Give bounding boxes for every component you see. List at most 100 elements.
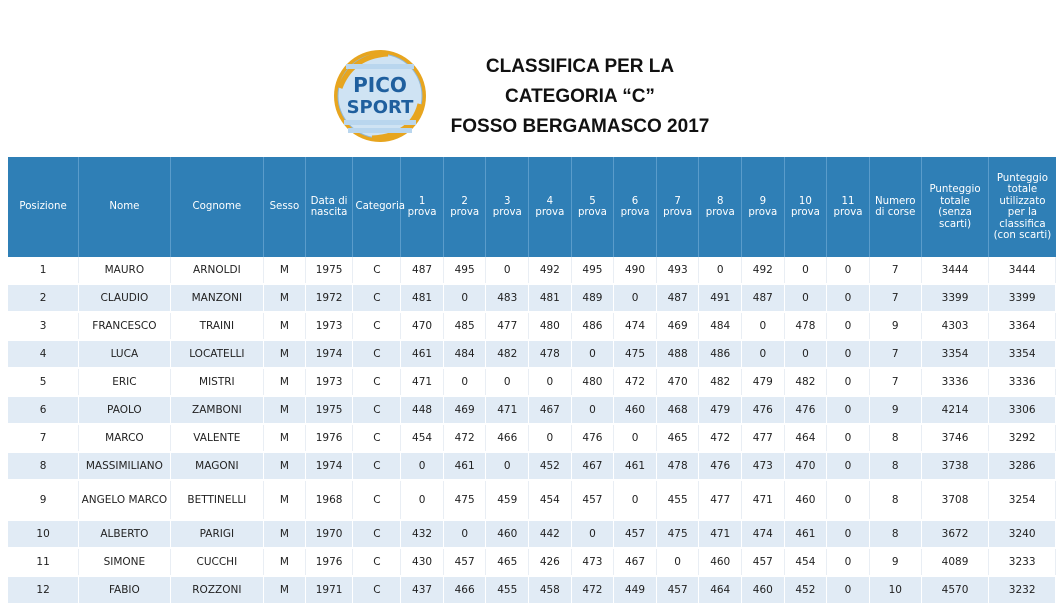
table-cell: 492 (528, 257, 572, 285)
table-cell: 473 (571, 548, 615, 577)
table-cell: 7 (869, 284, 922, 313)
table-cell: M (263, 548, 306, 577)
table-cell: 3292 (988, 424, 1056, 453)
table-cell: 432 (400, 520, 444, 549)
table-cell: 1976 (305, 424, 354, 453)
column-header: Categoria (352, 157, 405, 257)
table-cell: 7 (869, 257, 922, 285)
table-cell: 486 (698, 340, 743, 369)
table-cell: 0 (826, 340, 870, 369)
table-cell: 492 (741, 257, 785, 285)
table-cell: C (352, 284, 402, 313)
column-header: Cognome (170, 157, 265, 257)
table-row: 2 CLAUDIO MANZONI M 1972 C 481 0 483 481 489 0 487 49… (8, 284, 1056, 313)
table-cell: C (352, 480, 402, 521)
table-cell: 467 (571, 452, 615, 481)
table-cell: 0 (485, 452, 530, 481)
table-cell: 11 (8, 548, 80, 577)
table-cell: ERIC (78, 368, 171, 397)
table-cell: 0 (528, 368, 572, 397)
table-cell: 460 (741, 576, 785, 605)
table-cell: FRANCESCO (78, 312, 171, 341)
table-cell: 4570 (921, 576, 990, 605)
table-cell: C (352, 424, 402, 453)
table-row: 7 MARCO VALENTE M 1976 C 454 472 466 0 476 0 465 472 4… (8, 424, 1056, 453)
table-cell: 437 (400, 576, 444, 605)
table-cell: 0 (485, 368, 530, 397)
table-cell: 0 (698, 257, 743, 285)
table-cell: 452 (528, 452, 572, 481)
table-cell: 1975 (305, 257, 354, 285)
table-cell: 470 (784, 452, 828, 481)
table-cell: MAGONI (170, 452, 265, 481)
table-cell: 1973 (305, 312, 354, 341)
table-cell: 466 (485, 424, 530, 453)
table-cell: 8 (869, 520, 922, 549)
table-cell: 449 (613, 576, 657, 605)
table-cell: 466 (443, 576, 487, 605)
table-cell: 481 (528, 284, 572, 313)
title-line-1: CLASSIFICA PER LA (485, 56, 675, 77)
table-cell: 465 (485, 548, 530, 577)
table-cell: 0 (741, 340, 785, 369)
table-cell: 482 (784, 368, 828, 397)
table-cell: 0 (741, 312, 785, 341)
table-row: 6 PAOLO ZAMBONI M 1975 C 448 469 471 467 0 460 468 47… (8, 396, 1056, 425)
table-cell: FABIO (78, 576, 171, 605)
table-cell: 457 (613, 520, 657, 549)
table-cell: 479 (741, 368, 785, 397)
table-cell: 495 (443, 257, 487, 285)
column-header: Punteggio totale utilizzato per la class… (988, 157, 1056, 257)
table-cell: 0 (784, 340, 828, 369)
table-cell: VALENTE (170, 424, 265, 453)
table-cell: MISTRI (170, 368, 265, 397)
table-cell: 487 (741, 284, 785, 313)
table-cell: 474 (613, 312, 657, 341)
table-cell: 4089 (921, 548, 990, 577)
table-cell: 3240 (988, 520, 1056, 549)
table-cell: 0 (784, 284, 828, 313)
table-row: 1 MAURO ARNOLDI M 1975 C 487 495 0 492 495 490 493 0 4… (8, 257, 1056, 285)
column-header: 6 prova (613, 157, 657, 257)
table-cell: CLAUDIO (78, 284, 171, 313)
table-cell: ARNOLDI (170, 257, 265, 285)
table-cell: 473 (741, 452, 785, 481)
column-header: 4 prova (528, 157, 572, 257)
table-cell: LUCA (78, 340, 171, 369)
table-cell: 0 (826, 548, 870, 577)
table-cell: 3354 (921, 340, 990, 369)
table-cell: 495 (571, 257, 615, 285)
table-cell: 481 (400, 284, 444, 313)
table-cell: 3 (8, 312, 80, 341)
table-cell: BETTINELLI (170, 480, 265, 521)
table-row: 5 ERIC MISTRI M 1973 C 471 0 0 0 480 472 470 482 479 48… (8, 368, 1056, 397)
table-cell: 490 (613, 257, 657, 285)
table-cell: 0 (826, 452, 870, 481)
logo-text-sport: SPORT (347, 97, 415, 118)
table-cell: 468 (656, 396, 700, 425)
table-cell: 485 (443, 312, 487, 341)
table-cell: 3672 (921, 520, 990, 549)
column-header: Posizione (8, 157, 80, 257)
table-row: 8 MASSIMILIANO MAGONI M 1974 C 0 461 0 452 467 461 4… (8, 452, 1056, 481)
table-cell: 493 (656, 257, 700, 285)
table-cell: 478 (528, 340, 572, 369)
table-cell: SIMONE (78, 548, 171, 577)
table-cell: 3364 (988, 312, 1056, 341)
table-cell: 0 (613, 480, 657, 521)
table-cell: 487 (400, 257, 444, 285)
table-cell: 0 (826, 480, 870, 521)
table-cell: 457 (443, 548, 487, 577)
table-cell: M (263, 452, 306, 481)
table-cell: 482 (698, 368, 743, 397)
table-cell: 479 (698, 396, 743, 425)
table-cell: 487 (656, 284, 700, 313)
table-cell: C (352, 576, 402, 605)
table-cell: 3232 (988, 576, 1056, 605)
table-cell: 474 (741, 520, 785, 549)
table-cell: 475 (613, 340, 657, 369)
table-cell: 3708 (921, 480, 990, 521)
column-header: 3 prova (485, 157, 530, 257)
table-cell: C (352, 548, 402, 577)
table-cell: 0 (613, 284, 657, 313)
